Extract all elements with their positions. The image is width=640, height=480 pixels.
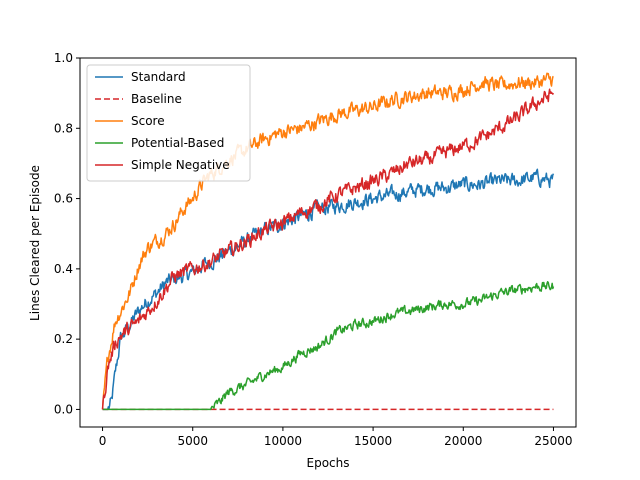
series-line-potential-based: [102, 280, 555, 411]
y-axis-label: Lines Cleared per Episode: [28, 165, 42, 321]
ticks-layer: 0 5000 10000 15000 20000 25000 0.0 0.2 0.4 0.6 0.8…: [54, 51, 573, 448]
x-tick-label: 15000: [354, 434, 392, 448]
y-tick-label: 0.4: [54, 262, 73, 276]
legend-label-score: Score: [131, 114, 165, 128]
x-tick-label: 5000: [177, 434, 208, 448]
y-tick-label: 0.0: [54, 402, 73, 416]
y-tick-label: 0.8: [54, 121, 73, 135]
legend-label-standard: Standard: [131, 70, 186, 84]
series-layer: [101, 72, 555, 411]
legend-label-potential-based: Potential-Based: [131, 136, 224, 150]
x-tick-label: 0: [99, 434, 107, 448]
legend: Standard Baseline Score Potential-Based Simp…: [86, 64, 251, 182]
legend-label-simple-negative: Simple Negative: [131, 158, 230, 172]
plot-area-frame: [79, 57, 577, 428]
series-line-standard: [102, 168, 555, 411]
series-line-simple-negative: [101, 88, 555, 410]
x-tick-label: 25000: [534, 434, 572, 448]
legend-box: [86, 64, 251, 182]
x-axis-label: Epochs: [307, 456, 350, 470]
y-tick-label: 0.2: [54, 332, 73, 346]
x-tick-label: 10000: [264, 434, 302, 448]
x-tick-label: 20000: [444, 434, 482, 448]
series-line-score: [101, 72, 554, 410]
y-tick-label: 1.0: [54, 51, 73, 65]
y-tick-label: 0.6: [54, 192, 73, 206]
legend-label-baseline: Baseline: [131, 92, 182, 106]
